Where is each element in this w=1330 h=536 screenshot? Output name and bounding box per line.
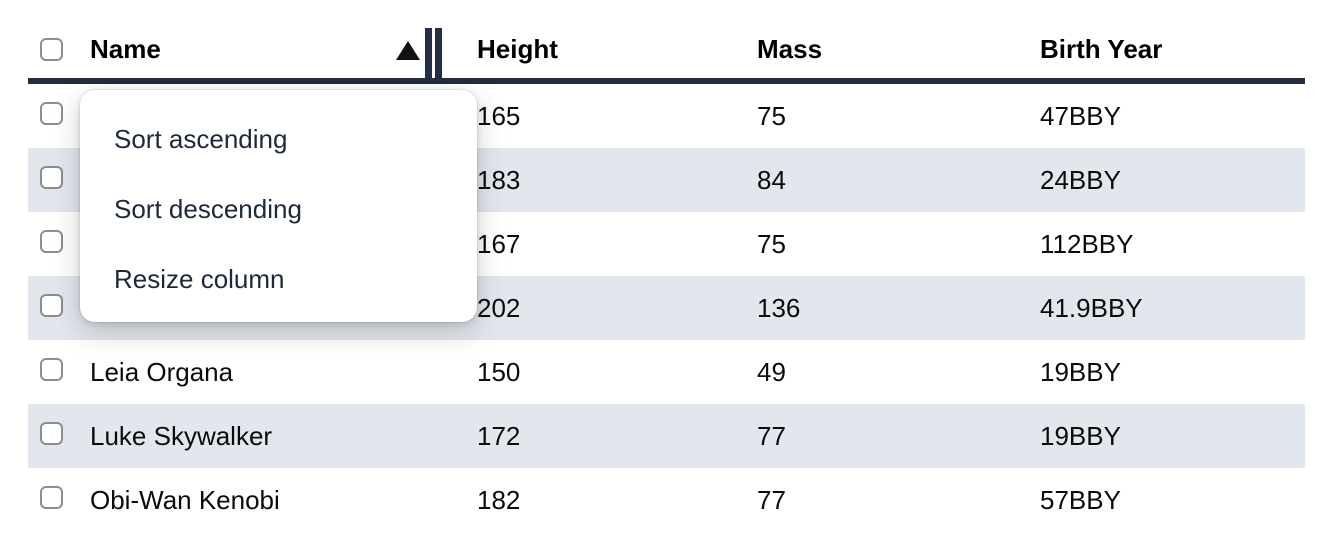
cell-birth-year: 41.9BBY bbox=[1040, 292, 1143, 323]
cell-birth-year: 112BBY bbox=[1040, 228, 1134, 259]
cell-birth-year: 19BBY bbox=[1040, 356, 1121, 387]
menu-item-sort-ascending[interactable]: Sort ascending bbox=[114, 123, 288, 154]
row-select-checkbox[interactable] bbox=[40, 229, 63, 253]
cell-height: 182 bbox=[477, 484, 521, 511]
select-all-cell bbox=[28, 20, 90, 78]
table-row: Luke Skywalker 172 77 19BBY bbox=[28, 404, 1305, 468]
row-select-checkbox[interactable] bbox=[40, 101, 63, 125]
row-select-checkbox[interactable] bbox=[40, 485, 63, 509]
table-row: 165 75 47BBY bbox=[28, 84, 1305, 148]
cell-height: 202 bbox=[477, 292, 521, 323]
cell-mass: 49 bbox=[757, 356, 786, 387]
column-header-mass[interactable]: Mass bbox=[757, 20, 1040, 78]
cell-birth-year: 24BBY bbox=[1040, 164, 1121, 195]
cell-height: 167 bbox=[477, 228, 521, 259]
row-select-checkbox[interactable] bbox=[40, 421, 63, 445]
table-row: 167 75 112BBY bbox=[28, 212, 1305, 276]
column-header-name-label: Name bbox=[90, 33, 161, 64]
cell-mass: 75 bbox=[757, 228, 786, 259]
select-all-checkbox[interactable] bbox=[40, 37, 63, 61]
data-table-region: Name Height Mass Birth Year 165 bbox=[28, 20, 1305, 510]
cell-height: 172 bbox=[477, 420, 521, 451]
cell-mass: 136 bbox=[757, 292, 801, 323]
sort-ascending-icon bbox=[396, 41, 420, 60]
row-select-checkbox[interactable] bbox=[40, 293, 63, 317]
column-header-birth-year[interactable]: Birth Year bbox=[1040, 20, 1305, 78]
menu-item-resize-column[interactable]: Resize column bbox=[114, 263, 285, 294]
row-select-checkbox[interactable] bbox=[40, 165, 63, 189]
cell-name: Luke Skywalker bbox=[90, 420, 273, 451]
column-header-birth-year-label: Birth Year bbox=[1040, 33, 1163, 64]
column-context-menu: Sort ascending Sort descending Resize co… bbox=[80, 90, 477, 322]
cell-birth-year: 47BBY bbox=[1040, 100, 1121, 131]
cell-mass: 77 bbox=[757, 484, 786, 511]
column-header-height[interactable]: Height bbox=[477, 20, 757, 78]
table-row: Leia Organa 150 49 19BBY bbox=[28, 340, 1305, 404]
cell-height: 165 bbox=[477, 100, 521, 131]
cell-height: 150 bbox=[477, 356, 521, 387]
column-resize-handle-icon[interactable] bbox=[425, 28, 442, 78]
table-row: Obi-Wan Kenobi 182 77 57BBY bbox=[28, 468, 1305, 510]
column-header-name[interactable]: Name bbox=[90, 20, 477, 78]
menu-item-sort-descending[interactable]: Sort descending bbox=[114, 193, 302, 224]
cell-height: 183 bbox=[477, 164, 521, 195]
row-select-checkbox[interactable] bbox=[40, 357, 63, 381]
cell-mass: 75 bbox=[757, 100, 786, 131]
cell-mass: 84 bbox=[757, 164, 786, 195]
column-header-height-label: Height bbox=[477, 33, 558, 64]
cell-name: Leia Organa bbox=[90, 356, 234, 387]
cell-birth-year: 19BBY bbox=[1040, 420, 1121, 451]
column-header-mass-label: Mass bbox=[757, 33, 823, 64]
cell-birth-year: 57BBY bbox=[1040, 484, 1121, 511]
cell-name: Obi-Wan Kenobi bbox=[90, 484, 280, 511]
table-header-row: Name Height Mass Birth Year bbox=[28, 20, 1305, 84]
cell-mass: 77 bbox=[757, 420, 786, 451]
